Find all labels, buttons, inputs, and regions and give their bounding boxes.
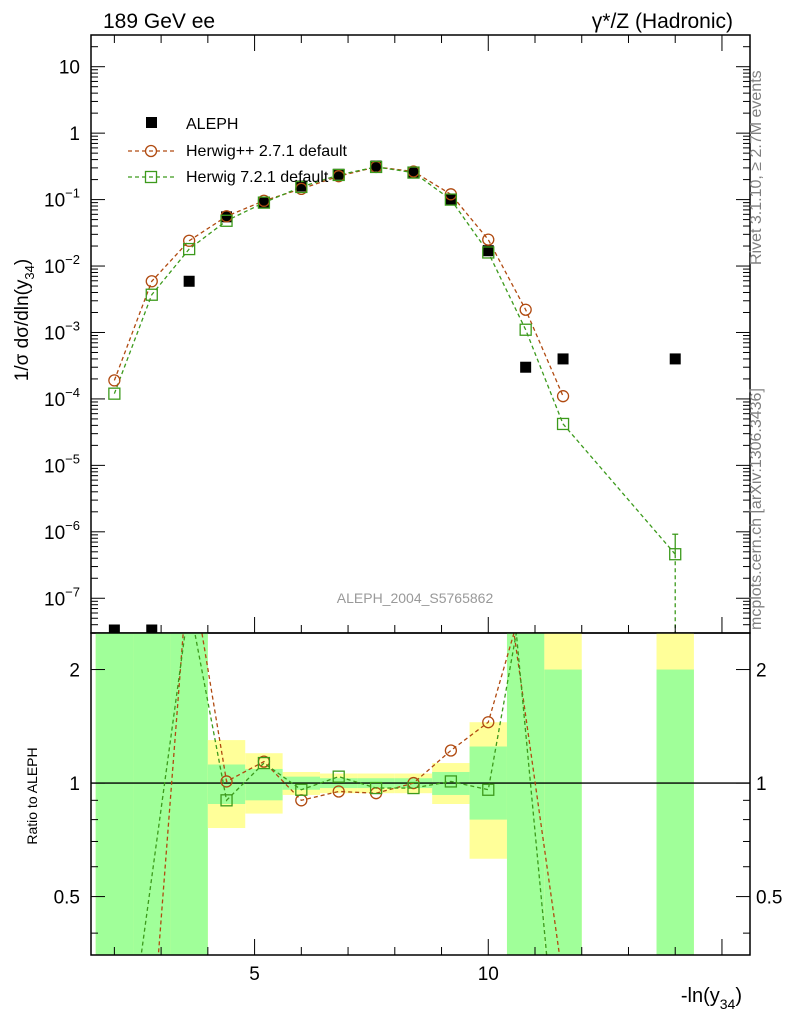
ratio-y-axis-label: Ratio to ALEPH [24,747,40,844]
process-label: γ*/Z (Hadronic) [592,10,733,33]
data-point-aleph [407,166,419,178]
series-line-herwigpp [113,166,564,397]
ratio-line-herwigpp [157,633,561,955]
legend-label-aleph: ALEPH [186,116,238,133]
data-point-aleph [370,160,382,172]
uncertainty-band-green [207,764,246,805]
data-point-herwigpp [145,275,158,288]
data-point-aleph [333,168,345,180]
y-tick-label: 1 [69,124,80,145]
data-point-aleph [557,353,569,365]
ratio-line-herwig7 [140,633,548,955]
watermark: ALEPH_2004_S5765862 [337,590,494,606]
ratio-point-herwigpp [220,775,233,788]
y-tick-label: 10−4 [44,385,80,411]
ratio-y-tick-label: 0.5 [54,888,80,909]
uncertainty-band-green [95,633,134,955]
ratio-point-herwig7 [444,775,458,788]
data-point-aleph [295,180,307,192]
data-point-herwig7 [669,548,682,561]
legend-label-herwigpp: Herwig++ 2.7.1 default [186,143,348,160]
data-point-aleph [221,211,233,223]
data-point-herwig7 [295,180,308,194]
data-point-herwig7 [407,166,420,179]
rivet-label: Rivet 3.1.10, ≥ 2.7M events [748,70,765,265]
uncertainty-band-green [133,633,171,955]
y-tick-label: 10 [59,58,80,79]
y-tick-label: 10−7 [44,584,80,610]
data-point-herwigpp [482,233,495,246]
ratio-point-herwigpp [482,716,495,729]
ratio-point-herwigpp [332,785,345,798]
legend-marker-aleph [146,117,157,128]
ratio-point-herwig7 [332,770,345,783]
legend-marker-herwig7 [144,170,158,184]
ratio-point-herwig7 [369,781,383,795]
data-point-aleph [669,353,681,365]
ratio-plot-frame [90,632,751,956]
y-tick-label: 10−6 [44,518,80,544]
uncertainty-band-green [544,669,582,955]
data-point-aleph [258,196,270,208]
uncertainty-band-green [170,633,208,955]
data-point-herwig7 [220,214,233,227]
y-tick-label: 10−2 [44,252,80,278]
data-point-aleph [520,361,532,373]
data-point-herwig7 [182,242,196,256]
data-point-herwig7 [145,288,158,301]
ratio-point-herwigpp [444,744,458,757]
data-point-herwig7 [108,387,121,400]
energy-label: 189 GeV ee [103,10,215,33]
ratio-y-tick-label-right: 1 [756,774,767,795]
ratio-y-tick-label: 2 [69,661,80,682]
y-tick-label: 10−1 [44,186,80,212]
data-point-herwig7 [332,168,345,182]
x-tick-label: 10 [478,964,499,985]
ratio-y-tick-label-right: 2 [756,661,767,682]
x-axis-label: -ln(y34) [681,985,742,1012]
legend-label-herwig7: Herwig 7.2.1 default [186,169,329,186]
mcplots-label: mcplots.cern.ch [arXiv:1306.3436] [748,388,765,630]
data-point-herwigpp [519,303,532,316]
data-point-herwig7 [556,417,570,431]
data-point-herwig7 [257,196,271,209]
x-tick-label: 5 [249,964,260,985]
data-point-herwigpp [556,390,570,403]
data-point-aleph [146,624,158,636]
main-plot-panel: 10−7 10−6 10−5 10−4 10−3 10−2 10−1 1 10 ALEPH_20… [44,34,751,636]
uncertainty-band-green [245,768,283,801]
legend: ALEPH Herwig++ 2.7.1 default Herwig 7.2.… [128,116,348,186]
ratio-point-herwig7 [295,783,308,796]
data-point-herwig7 [444,193,458,206]
y-tick-label: 10−5 [44,451,80,477]
data-point-herwigpp [108,374,121,387]
y-tick-label: 10−3 [44,318,80,344]
ratio-y-tick-label: 1 [69,774,80,795]
ratio-point-herwig7 [220,794,233,807]
data-point-aleph [183,275,195,287]
ratio-y-tick-label-right: 0.5 [756,888,782,909]
uncertainty-band-green [506,633,545,955]
legend-marker-herwigpp [144,144,158,158]
data-point-herwig7 [482,246,495,259]
ratio-point-herwig7 [407,781,420,795]
ratio-point-herwig7 [482,783,495,796]
uncertainty-band-green [656,669,694,955]
data-point-aleph [482,245,494,257]
data-point-herwig7 [369,160,383,174]
ratio-point-herwig7 [257,756,271,770]
ratio-plot-panel: 0.5 0.5 1 1 2 2 5 10 [54,35,782,985]
data-point-herwigpp [182,234,196,247]
series-line-herwig7 [113,166,676,555]
main-y-axis-label: 1/σ dσ/dln(y34) [12,259,37,381]
data-point-herwig7 [519,323,532,336]
